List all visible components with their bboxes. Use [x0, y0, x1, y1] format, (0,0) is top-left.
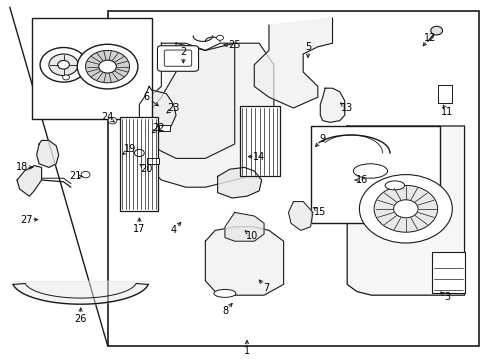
Bar: [159, 125, 169, 131]
Text: 6: 6: [143, 92, 149, 102]
Circle shape: [40, 48, 87, 82]
FancyBboxPatch shape: [157, 46, 198, 71]
Text: 18: 18: [16, 162, 28, 172]
Circle shape: [216, 35, 223, 40]
Circle shape: [393, 200, 417, 218]
Text: 14: 14: [252, 152, 265, 162]
Polygon shape: [137, 43, 234, 158]
Bar: [431, 252, 464, 293]
Text: 23: 23: [167, 103, 180, 113]
Ellipse shape: [214, 289, 236, 297]
Polygon shape: [139, 86, 176, 133]
Text: 16: 16: [355, 175, 367, 185]
Text: 2: 2: [180, 47, 186, 57]
Polygon shape: [288, 202, 312, 230]
Bar: [146, 158, 159, 164]
Text: 11: 11: [440, 107, 453, 117]
Text: 5: 5: [305, 42, 310, 52]
Text: 17: 17: [133, 224, 145, 234]
Text: 4: 4: [170, 225, 176, 235]
Text: 3: 3: [444, 292, 449, 302]
Circle shape: [373, 185, 437, 232]
Circle shape: [134, 149, 144, 157]
Text: 12: 12: [423, 33, 436, 43]
Circle shape: [81, 171, 90, 178]
Circle shape: [99, 60, 116, 73]
Text: 22: 22: [152, 123, 165, 133]
FancyBboxPatch shape: [164, 50, 191, 66]
Polygon shape: [224, 212, 264, 241]
Text: 27: 27: [20, 215, 33, 225]
Polygon shape: [346, 126, 464, 295]
Text: 21: 21: [69, 171, 82, 181]
Text: 7: 7: [263, 283, 269, 293]
Text: 10: 10: [245, 231, 258, 241]
Text: 1: 1: [244, 346, 249, 356]
Text: 24: 24: [101, 112, 114, 122]
Circle shape: [359, 175, 451, 243]
Ellipse shape: [385, 181, 404, 190]
Polygon shape: [217, 167, 261, 198]
Polygon shape: [254, 18, 332, 108]
Circle shape: [62, 75, 69, 80]
Bar: [437, 85, 451, 103]
Text: 25: 25: [228, 40, 241, 50]
Polygon shape: [17, 166, 41, 196]
Text: 9: 9: [319, 134, 325, 144]
Circle shape: [108, 117, 117, 124]
Polygon shape: [37, 140, 59, 167]
Text: 26: 26: [74, 314, 87, 324]
Text: 20: 20: [140, 164, 153, 174]
Polygon shape: [320, 88, 344, 122]
Circle shape: [49, 54, 78, 76]
Text: 8: 8: [222, 306, 227, 316]
Polygon shape: [146, 43, 273, 187]
Text: 19: 19: [123, 144, 136, 154]
Ellipse shape: [352, 164, 386, 178]
Bar: [239, 106, 279, 176]
Text: 13: 13: [340, 103, 353, 113]
Circle shape: [58, 60, 69, 69]
Polygon shape: [205, 227, 283, 295]
Circle shape: [77, 44, 138, 89]
Circle shape: [430, 26, 442, 35]
Text: 15: 15: [313, 207, 326, 217]
Circle shape: [85, 50, 129, 83]
Bar: [107, 11, 478, 346]
Bar: [32, 18, 151, 119]
Bar: [120, 117, 158, 211]
Bar: [310, 126, 439, 223]
